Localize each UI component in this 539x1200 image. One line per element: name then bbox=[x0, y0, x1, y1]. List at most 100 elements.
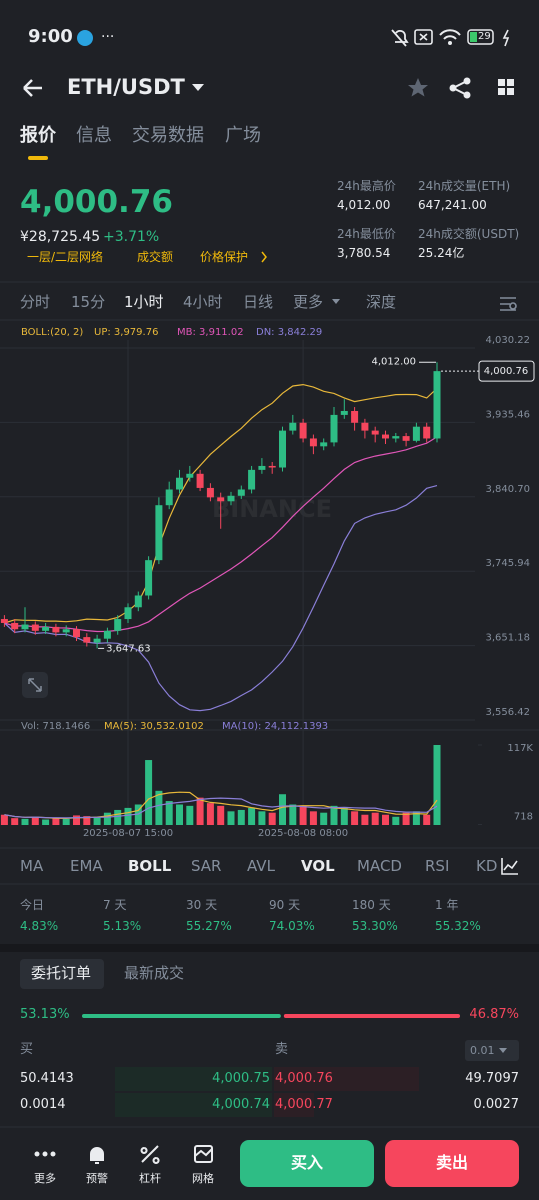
leverage-icon[interactable] bbox=[140, 1145, 160, 1164]
candle-body bbox=[289, 422, 297, 431]
tab[interactable]: 信息 bbox=[76, 125, 112, 146]
precision-arrow bbox=[499, 1048, 507, 1053]
action-label[interactable]: 网格 bbox=[192, 1172, 214, 1185]
volume-tick-label: 117K bbox=[507, 743, 533, 754]
orderbook-tab[interactable]: 委托订单 bbox=[31, 964, 92, 982]
action-label[interactable]: 杠杆 bbox=[139, 1172, 161, 1185]
candle-body bbox=[340, 410, 348, 415]
candle-body bbox=[351, 410, 359, 423]
tag[interactable]: 价格保护 bbox=[200, 250, 249, 264]
perf-period: 今日 bbox=[20, 898, 45, 912]
volume-bar bbox=[268, 812, 276, 825]
candle-body bbox=[248, 469, 256, 490]
volume-bar bbox=[330, 805, 338, 825]
candle-body bbox=[42, 626, 50, 631]
buy-button[interactable] bbox=[240, 1140, 374, 1187]
candle-body bbox=[330, 414, 338, 443]
last-price-label: 4,000.76 bbox=[484, 366, 529, 377]
buy-price: 4,000.74 bbox=[212, 1097, 270, 1112]
indicator-tab[interactable]: SAR bbox=[191, 857, 222, 875]
candle-body bbox=[134, 595, 142, 608]
indicator-tab[interactable]: MACD bbox=[357, 857, 402, 875]
interval-tab[interactable]: 15分 bbox=[71, 293, 106, 311]
orderbook-tab-pill[interactable] bbox=[20, 959, 104, 989]
vol-value: Vol: 718.1466 bbox=[21, 721, 91, 732]
indicator-tab[interactable]: AVL bbox=[247, 857, 275, 875]
chart-settings[interactable] bbox=[500, 297, 517, 311]
indicator-tab[interactable]: BOLL bbox=[128, 857, 172, 875]
buy-button-label[interactable]: 买入 bbox=[290, 1153, 323, 1172]
candle-body bbox=[114, 619, 122, 631]
share-button[interactable] bbox=[449, 77, 471, 99]
vol-ma5: MA(5): 30,532.0102 bbox=[104, 721, 204, 732]
indicator-tab[interactable]: EMA bbox=[70, 857, 103, 875]
candle-body bbox=[320, 442, 328, 447]
battery-icon bbox=[467, 29, 494, 45]
y-tick-label: 3,745.94 bbox=[485, 558, 530, 569]
layout-button[interactable] bbox=[498, 79, 514, 95]
back-button[interactable] bbox=[23, 79, 42, 97]
sell-button-label[interactable]: 卖出 bbox=[435, 1153, 468, 1172]
settings-knob bbox=[509, 302, 517, 310]
volume-bar bbox=[73, 815, 80, 825]
tab[interactable]: 交易数据 bbox=[132, 125, 204, 146]
volume-bar bbox=[258, 811, 266, 825]
tab[interactable]: 广场 bbox=[225, 125, 261, 146]
y-tick-label: 3,556.42 bbox=[485, 707, 530, 718]
candle-body bbox=[217, 497, 225, 502]
sell-price: 4,000.77 bbox=[275, 1097, 333, 1112]
action-label[interactable]: 更多 bbox=[34, 1172, 56, 1185]
interval-tab[interactable]: 1小时 bbox=[124, 293, 164, 311]
more-icon[interactable] bbox=[34, 1151, 56, 1157]
more-dropdown bbox=[332, 299, 340, 304]
expand-icon bbox=[28, 678, 42, 692]
indicator-tab[interactable]: MA bbox=[20, 857, 44, 875]
volume-bar bbox=[351, 811, 359, 825]
tag[interactable]: 成交额 bbox=[137, 250, 174, 264]
candle-body bbox=[196, 473, 204, 488]
tag[interactable]: 一层/二层网络 bbox=[27, 250, 104, 264]
interval-tab[interactable]: 更多 bbox=[293, 293, 324, 311]
precision-dropdown[interactable] bbox=[465, 1040, 519, 1061]
interval-tab[interactable]: 4小时 bbox=[183, 293, 223, 311]
candle-body bbox=[176, 477, 183, 490]
tab[interactable]: 报价 bbox=[20, 125, 56, 146]
volume-bar bbox=[165, 801, 173, 825]
indicator-tab[interactable]: RSI bbox=[425, 857, 450, 875]
sell-quantity: 0.0027 bbox=[473, 1097, 520, 1112]
volume-bar bbox=[134, 804, 142, 825]
orderbook-tab[interactable]: 最新成交 bbox=[124, 964, 185, 982]
grid-icon[interactable] bbox=[194, 1145, 213, 1163]
indicator-tab[interactable]: KD bbox=[476, 857, 498, 875]
settings-lines bbox=[500, 297, 516, 311]
stat-value: 647,241.00 bbox=[418, 198, 487, 212]
boll-mb: MB: 3,911.02 bbox=[177, 327, 244, 338]
sim-icon bbox=[414, 29, 433, 45]
perf-period: 90 天 bbox=[269, 898, 301, 912]
sell-button[interactable] bbox=[385, 1140, 519, 1187]
indicator-mask bbox=[492, 852, 539, 882]
y-tick-label: 3,651.18 bbox=[485, 633, 530, 644]
indicator-tab[interactable]: VOL bbox=[301, 857, 335, 875]
mute-icon bbox=[391, 29, 409, 47]
indicator-settings[interactable] bbox=[501, 858, 518, 875]
sim-x bbox=[419, 33, 428, 41]
interval-tab[interactable]: 日线 bbox=[243, 293, 274, 311]
candle-body bbox=[402, 436, 410, 441]
favorite-button[interactable] bbox=[408, 78, 428, 97]
cell bbox=[498, 79, 505, 86]
volume-bar bbox=[21, 818, 29, 825]
alert-icon[interactable] bbox=[90, 1147, 104, 1164]
candle-body bbox=[392, 436, 400, 439]
action-label[interactable]: 预警 bbox=[86, 1172, 108, 1185]
sell-price: 4,000.76 bbox=[275, 1071, 333, 1086]
cny-price: ¥28,725.45 bbox=[20, 229, 101, 245]
interval-tab[interactable]: 深度 bbox=[366, 293, 397, 311]
interval-tab[interactable]: 分时 bbox=[20, 293, 51, 311]
volume-bar bbox=[11, 818, 19, 825]
volume-bar bbox=[206, 803, 214, 825]
pair-title[interactable]: ETH/USDT bbox=[67, 75, 185, 99]
pair-dropdown[interactable] bbox=[192, 84, 204, 91]
charging-icon bbox=[502, 29, 510, 47]
